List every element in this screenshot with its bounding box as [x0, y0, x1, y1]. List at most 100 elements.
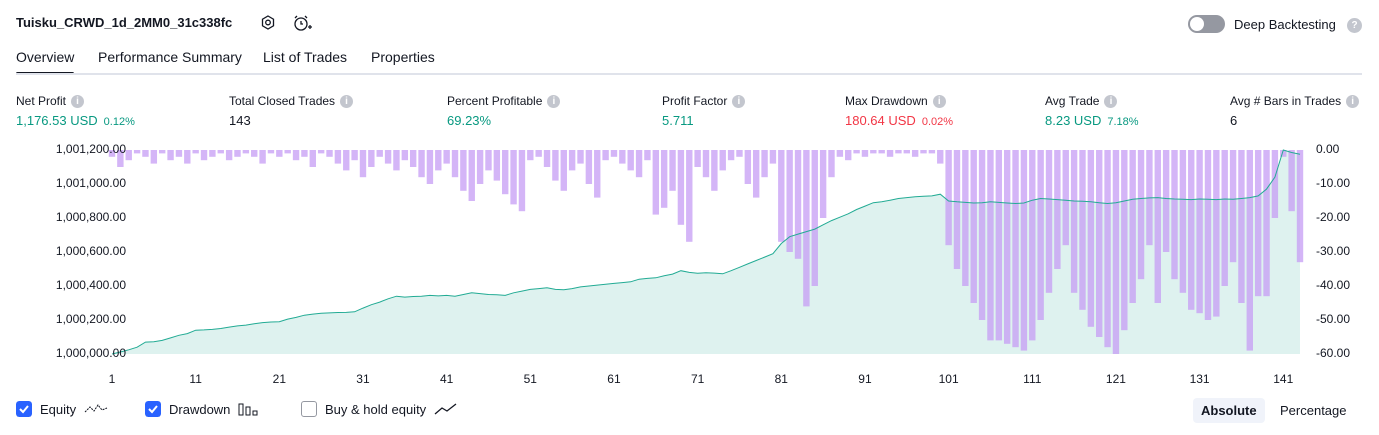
- drawdown-bar: [426, 150, 434, 184]
- help-icon[interactable]: ?: [1347, 18, 1362, 33]
- drawdown-bar: [1162, 150, 1170, 252]
- drawdown-bar: [1020, 150, 1028, 351]
- drawdown-bar: [368, 150, 375, 167]
- settings-icon[interactable]: [259, 14, 277, 32]
- drawdown-bar: [627, 150, 634, 171]
- legend-label: Buy & hold equity: [325, 401, 427, 417]
- drawdown-bar: [819, 150, 827, 218]
- drawdown-bar: [251, 150, 258, 157]
- drawdown-bar: [1121, 150, 1128, 331]
- drawdown-bar: [301, 150, 308, 157]
- legend-item[interactable]: Drawdown: [145, 401, 258, 417]
- mode-button[interactable]: Absolute: [1193, 398, 1265, 423]
- info-icon[interactable]: i: [1346, 94, 1360, 108]
- drawdown-bar: [987, 150, 994, 341]
- drawdown-bar: [878, 150, 885, 154]
- drawdown-bar: [267, 150, 275, 154]
- drawdown-bar: [845, 150, 852, 161]
- drawdown-bar: [1271, 150, 1279, 218]
- drawdown-bar: [435, 150, 442, 171]
- y2-tick-label: -40.00: [1316, 278, 1350, 292]
- legend-item[interactable]: Equity: [16, 401, 108, 417]
- drawdown-bar: [1213, 150, 1220, 317]
- drawdown-bar: [518, 150, 526, 212]
- info-icon[interactable]: i: [71, 94, 85, 108]
- x-tick-label: 81: [775, 372, 789, 386]
- drawdown-bar: [669, 150, 676, 191]
- tab[interactable]: List of Trades: [263, 49, 348, 65]
- drawdown-bar: [1045, 150, 1053, 293]
- drawdown-bar: [761, 150, 768, 178]
- checkbox[interactable]: [301, 401, 317, 417]
- drawdown-bar: [568, 150, 576, 171]
- drawdown-bar: [209, 150, 216, 157]
- drawdown-bar: [117, 150, 124, 167]
- metric-label: Percent Profitable: [447, 94, 543, 108]
- drawdown-bar: [259, 150, 266, 164]
- x-tick-label: 121: [1106, 372, 1126, 386]
- drawdown-bar: [1003, 150, 1011, 344]
- equity-chart: 1,000,000.00 1,000,200.00 1,000,400.00 1,00…: [56, 142, 1350, 386]
- drawdown-bar: [736, 150, 743, 157]
- info-icon[interactable]: i: [340, 94, 354, 108]
- mode-button[interactable]: Percentage: [1280, 403, 1347, 418]
- drawdown-bar: [510, 150, 517, 205]
- drawdown-bar: [711, 150, 718, 191]
- metric-label: Avg Trade: [1045, 94, 1100, 108]
- alert-icon[interactable]: [292, 13, 312, 33]
- drawdown-bar: [811, 150, 818, 286]
- drawdown-bar: [1087, 150, 1095, 327]
- y-tick-label: 1,000,000.00: [56, 346, 126, 360]
- metric-percent: 0.02%: [921, 116, 954, 128]
- metric-value: 6: [1230, 113, 1238, 128]
- drawdown-bar: [401, 150, 409, 161]
- y2-tick-label: -60.00: [1316, 346, 1350, 360]
- drawdown-bar: [1037, 150, 1044, 320]
- drawdown-bar: [142, 150, 149, 157]
- info-icon[interactable]: i: [547, 94, 561, 108]
- metric-value: 143: [229, 113, 251, 128]
- drawdown-bar: [911, 150, 919, 157]
- drawdown-bar: [1012, 150, 1019, 348]
- drawdown-bar: [150, 150, 158, 164]
- drawdown-bar: [886, 150, 894, 157]
- drawdown-bar: [1137, 150, 1145, 280]
- checkbox[interactable]: [145, 401, 161, 417]
- x-tick-label: 41: [440, 372, 454, 386]
- y-tick-label: 1,001,200.00: [56, 142, 126, 156]
- drawdown-bar: [1204, 150, 1212, 320]
- drawdown-bar: [317, 150, 325, 154]
- drawdown-bar: [828, 150, 835, 178]
- drawdown-bar: [752, 150, 760, 198]
- drawdown-bar: [460, 150, 467, 191]
- drawdown-bar: [334, 150, 342, 164]
- x-tick-label: 31: [356, 372, 370, 386]
- drawdown-bar: [870, 150, 877, 154]
- drawdown-bar: [192, 150, 199, 154]
- drawdown-bar: [861, 150, 869, 157]
- tab[interactable]: Properties: [371, 49, 435, 65]
- metric: Net Profit i 1,176.53 USD 0.12%: [16, 94, 135, 128]
- drawdown-bar: [485, 150, 492, 171]
- drawdown-bar: [1246, 150, 1254, 351]
- checkbox[interactable]: [16, 401, 32, 417]
- drawdown-bar: [217, 150, 224, 154]
- info-icon[interactable]: i: [1104, 94, 1118, 108]
- deep-backtesting-toggle[interactable]: [1187, 14, 1227, 34]
- drawdown-bar: [543, 150, 551, 167]
- drawdown-bar: [660, 150, 668, 208]
- drawdown-bar: [1079, 150, 1086, 310]
- drawdown-bar: [125, 150, 132, 161]
- metric-value: 180.64 USD: [845, 113, 916, 128]
- legend-item[interactable]: Buy & hold equity: [301, 401, 458, 417]
- drawdown-bar: [1263, 150, 1270, 297]
- equity-icon: [84, 404, 108, 413]
- info-icon[interactable]: i: [932, 94, 946, 108]
- y-tick-label: 1,000,400.00: [56, 278, 126, 292]
- drawdown-bar: [108, 150, 116, 157]
- drawdown-bar: [343, 150, 350, 171]
- drawdown-bar: [928, 150, 936, 154]
- drawdown-bar: [418, 150, 425, 178]
- info-icon[interactable]: i: [732, 94, 746, 108]
- tab[interactable]: Performance Summary: [98, 49, 242, 65]
